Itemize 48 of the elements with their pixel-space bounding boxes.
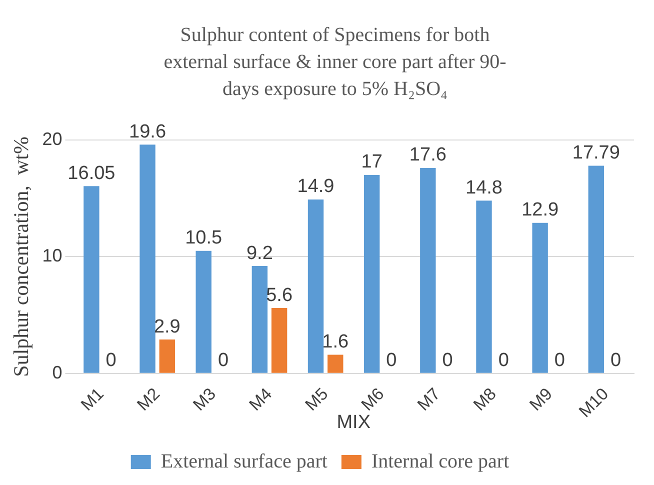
data-label: 0 xyxy=(554,350,565,372)
data-label: 9.2 xyxy=(246,242,273,264)
data-label: 17.6 xyxy=(409,144,446,166)
bar xyxy=(328,354,344,373)
data-label: 1.6 xyxy=(322,331,349,352)
x-tick-label: M4 xyxy=(245,384,276,414)
data-label: 17.79 xyxy=(572,142,620,164)
bar xyxy=(588,166,604,373)
x-tick-label: M8 xyxy=(470,384,500,414)
y-axis-title: Sulphur concentration, wt% xyxy=(9,136,34,377)
x-tick-label: M3 xyxy=(189,384,220,414)
x-tick-label: M5 xyxy=(302,384,332,414)
bar xyxy=(364,175,380,373)
y-tick-label: 20 xyxy=(42,128,62,149)
data-label: 14.9 xyxy=(297,176,334,198)
legend-label: External surface part xyxy=(160,450,328,472)
data-label: 0 xyxy=(498,350,509,372)
x-tick-label: M6 xyxy=(358,384,388,414)
data-label: 0 xyxy=(610,350,622,372)
bar xyxy=(140,144,156,373)
data-label: 16.05 xyxy=(68,162,116,184)
data-label: 12.9 xyxy=(522,200,559,221)
data-label: 10.5 xyxy=(185,228,222,249)
y-tick-label: 0 xyxy=(52,362,62,382)
legend-label: Internal core part xyxy=(371,450,510,472)
data-label: 19.6 xyxy=(129,121,166,142)
bar xyxy=(476,200,492,373)
bar xyxy=(84,186,100,373)
data-label: 0 xyxy=(442,350,453,372)
x-tick-label: M1 xyxy=(77,384,108,414)
x-tick-label: M2 xyxy=(133,384,164,414)
bar xyxy=(420,168,436,373)
data-label: 0 xyxy=(106,350,116,372)
data-label: 14.8 xyxy=(466,177,502,198)
data-label: 0 xyxy=(218,350,229,372)
bar xyxy=(252,266,268,373)
bar xyxy=(532,222,548,373)
x-tick-label: M9 xyxy=(526,384,556,414)
bar xyxy=(308,200,324,373)
x-tick-label: M7 xyxy=(414,384,444,414)
bar xyxy=(159,340,176,373)
data-label: 17 xyxy=(361,152,382,173)
chart-title: Sulphur content of Specimens for both external surface & inner core part after 90-days exposure to 5% H₂SO₄ xyxy=(162,23,508,102)
y-tick-label: 10 xyxy=(42,246,62,266)
bar xyxy=(196,250,212,373)
x-axis-title: MIX xyxy=(336,412,371,433)
data-label: 0 xyxy=(386,350,397,372)
bar xyxy=(271,308,288,373)
